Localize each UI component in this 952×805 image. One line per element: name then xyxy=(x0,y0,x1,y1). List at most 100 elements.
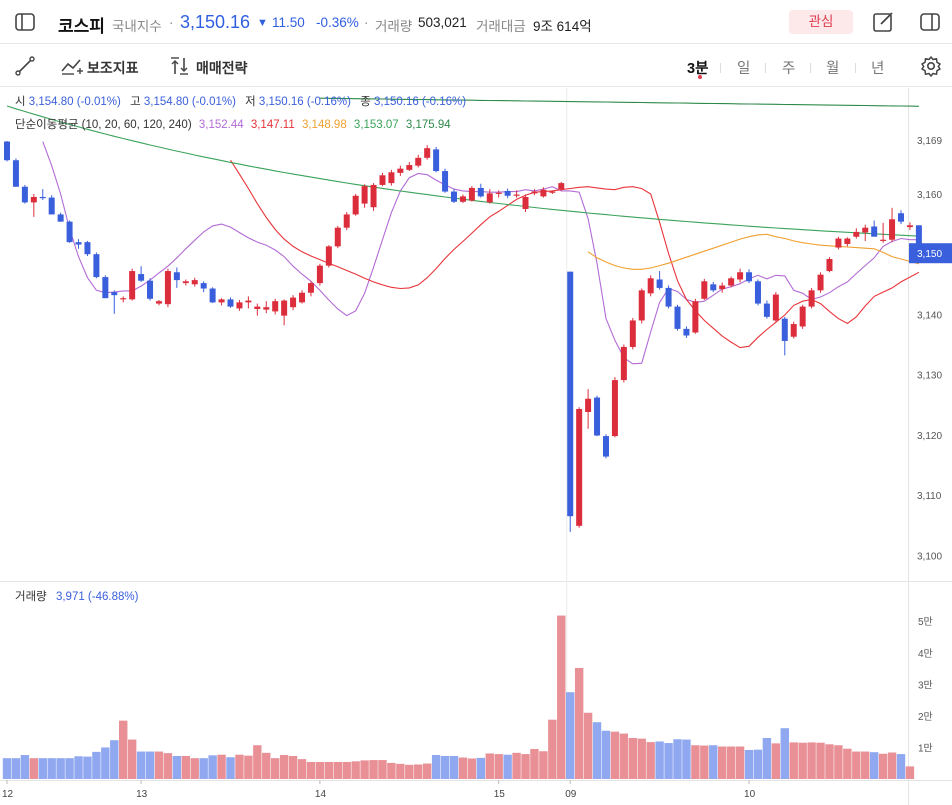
price-tick-label: 3,120 xyxy=(917,431,942,442)
volume-bar xyxy=(655,741,664,779)
volume-bar xyxy=(163,753,173,779)
candle-body xyxy=(486,193,493,203)
candle-body xyxy=(200,283,207,289)
volume-bar xyxy=(539,751,548,779)
volume-bar xyxy=(744,749,754,779)
candle-body xyxy=(817,274,824,291)
price-chart[interactable]: 3,169 3,160 3,150 3,140 3,130 3,120 3,110 3,100… xyxy=(0,88,952,805)
sidebar-toggle-icon[interactable] xyxy=(14,11,36,33)
indicator-button[interactable]: 보조지표 xyxy=(87,60,139,76)
candle-body xyxy=(254,306,261,310)
volume-bar xyxy=(637,738,646,779)
volume-bar xyxy=(789,742,798,779)
candle-body xyxy=(540,189,547,197)
candle-body xyxy=(459,196,466,202)
volume-bar xyxy=(878,753,888,779)
candle-body xyxy=(388,172,395,184)
candle-body xyxy=(173,272,180,281)
candle-body xyxy=(835,238,842,248)
indicator-icon[interactable] xyxy=(60,55,84,82)
price-tick-label: 3,160 xyxy=(917,190,942,201)
time-tick-label: 10 xyxy=(744,789,756,800)
candle-body xyxy=(611,380,618,437)
volume-bar xyxy=(834,745,843,779)
volume-bar xyxy=(485,753,494,779)
current-price: 3,150.16 xyxy=(180,12,251,32)
candle-body xyxy=(334,227,341,247)
favorite-button[interactable]: 관심 xyxy=(789,10,853,34)
volume-tick-label: 4만 xyxy=(918,648,933,660)
candle-body xyxy=(30,196,37,203)
timeframe-3min[interactable]: 3분 xyxy=(687,61,709,77)
candle-body xyxy=(155,301,162,304)
volume-bar xyxy=(887,752,897,779)
divider xyxy=(765,63,766,73)
volume-bar xyxy=(83,756,92,779)
price-tick-label: 3,110 xyxy=(917,491,942,502)
volume-bar xyxy=(29,758,39,779)
volume-bar xyxy=(816,742,825,779)
timeframe-day[interactable]: 일 xyxy=(737,61,751,77)
candle-body xyxy=(299,292,306,303)
candle-body xyxy=(352,195,359,215)
strategy-button[interactable]: 매매전략 xyxy=(196,60,248,76)
ma20-value: 3,147.11 xyxy=(250,119,295,131)
candle-body xyxy=(620,346,627,381)
candle-body xyxy=(138,274,145,281)
ma240-value: 3,175.94 xyxy=(405,119,451,131)
volume-bar xyxy=(512,752,521,779)
volume-bar xyxy=(136,751,146,779)
settings-gear-icon[interactable] xyxy=(920,55,942,82)
volume-bar xyxy=(119,720,128,779)
volume-bar xyxy=(127,739,137,779)
timeframe-month[interactable]: 월 xyxy=(826,61,840,77)
volume-bar xyxy=(735,746,745,779)
candle-body xyxy=(191,280,198,285)
index-category: 국내지수 xyxy=(112,19,162,34)
down-arrow-icon: ▼ xyxy=(257,17,268,29)
close-label: 종 xyxy=(360,96,371,108)
panel-toggle-icon[interactable] xyxy=(919,11,941,38)
candle-body xyxy=(549,191,556,193)
volume-bar xyxy=(38,758,47,779)
volume-bar xyxy=(619,733,629,779)
timeframe-year[interactable]: 년 xyxy=(871,61,885,77)
candle-body xyxy=(656,279,663,288)
volume-bar xyxy=(405,764,414,779)
index-title: 코스피 xyxy=(58,17,105,36)
candle-body xyxy=(4,141,10,161)
candle-body xyxy=(674,306,681,329)
volume-bar xyxy=(288,755,298,779)
candle-body xyxy=(343,214,350,228)
volume-bar xyxy=(199,758,208,779)
draw-line-icon[interactable] xyxy=(14,55,36,82)
divider xyxy=(720,63,721,73)
volume-bar xyxy=(172,755,182,779)
candle-body xyxy=(111,292,118,296)
candle-body xyxy=(880,239,887,241)
candle-body xyxy=(218,299,225,303)
ma-legend: 단순이동평균 (10, 20, 60, 120, 240) 3,152.44 3… xyxy=(15,116,451,132)
volume-bar xyxy=(664,743,673,779)
volume-bar xyxy=(503,754,512,779)
volume-bar xyxy=(306,761,316,779)
volume-bar xyxy=(494,754,503,779)
volume-bar xyxy=(718,746,727,779)
candle-body xyxy=(504,190,511,196)
candle-body xyxy=(665,287,672,307)
strategy-icon[interactable] xyxy=(169,55,191,82)
candle-body xyxy=(585,398,592,412)
candle-body xyxy=(531,191,538,194)
edit-icon[interactable] xyxy=(872,11,894,38)
candle-body xyxy=(728,278,735,286)
volume-bar xyxy=(226,757,235,779)
candle-body xyxy=(594,397,601,436)
timeframe-week[interactable]: 주 xyxy=(782,61,796,77)
volume-bar xyxy=(440,755,450,779)
volume-bar xyxy=(601,730,611,779)
volume-bar xyxy=(360,760,369,779)
candle-body xyxy=(102,277,109,299)
divider xyxy=(810,63,811,73)
ohlc-legend: 시 3,154.80 (-0.01%) 고 3,154.80 (-0.01%) … xyxy=(15,93,466,109)
volume-bar xyxy=(458,757,468,779)
